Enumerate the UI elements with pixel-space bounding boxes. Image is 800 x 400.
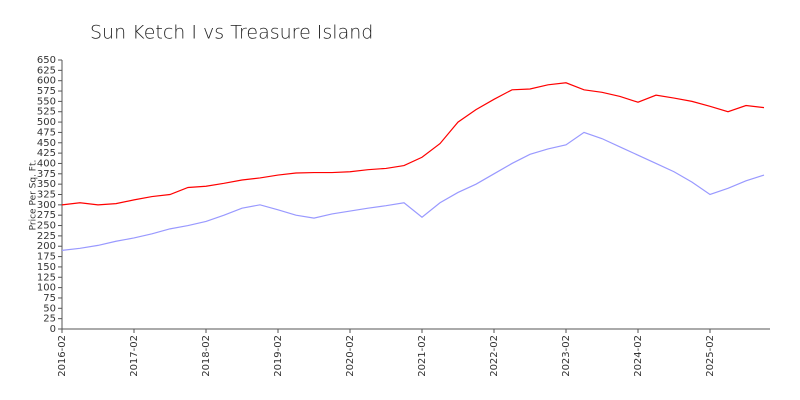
x-tick-label: 2016-02 — [57, 335, 68, 377]
y-tick-label: 175 — [37, 252, 56, 263]
y-tick-label: 650 — [37, 55, 56, 66]
x-tick-label: 2020-02 — [345, 335, 356, 377]
y-tick-label: 200 — [37, 241, 56, 252]
y-tick-label: 0 — [50, 324, 56, 335]
x-tick-label: 2024-02 — [633, 335, 644, 377]
y-tick-label: 150 — [37, 262, 56, 273]
chart-title: Sun Ketch I vs Treasure Island — [90, 22, 373, 44]
x-tick-label: 2023-02 — [561, 335, 572, 377]
y-tick-label: 50 — [43, 303, 56, 314]
y-tick-label: 325 — [37, 190, 56, 201]
x-tick-label: 2025-02 — [705, 335, 716, 377]
y-tick-label: 375 — [37, 169, 56, 180]
y-tick-label: 25 — [43, 314, 56, 325]
y-tick-label: 500 — [37, 117, 56, 128]
y-tick-label: 525 — [37, 107, 56, 118]
series-line — [61, 82, 765, 206]
y-tick-label: 125 — [37, 272, 56, 283]
series-line — [61, 131, 765, 251]
y-tick-label: 75 — [43, 293, 56, 304]
y-tick-label: 550 — [37, 96, 56, 107]
y-tick-label: 275 — [37, 210, 56, 221]
x-tick-label: 2022-02 — [489, 335, 500, 377]
y-tick-label: 250 — [37, 221, 56, 232]
y-tick-label: 400 — [37, 158, 56, 169]
y-tick-label: 625 — [37, 65, 56, 76]
y-tick-label: 475 — [37, 127, 56, 138]
y-tick-label: 425 — [37, 148, 56, 159]
x-tick-label: 2018-02 — [201, 335, 212, 377]
y-tick-label: 600 — [37, 76, 56, 87]
y-tick-label: 350 — [37, 179, 56, 190]
y-tick-label: 575 — [37, 86, 56, 97]
y-tick-label: 300 — [37, 200, 56, 211]
y-tick-label: 225 — [37, 231, 56, 242]
x-tick-label: 2019-02 — [273, 335, 284, 377]
y-axis-label: Price Per Sq. Ft. — [29, 160, 39, 231]
x-tick-label: 2021-02 — [417, 335, 428, 377]
y-tick-label: 100 — [37, 283, 56, 294]
x-tick-label: 2017-02 — [129, 335, 140, 377]
y-tick-label: 450 — [37, 138, 56, 149]
